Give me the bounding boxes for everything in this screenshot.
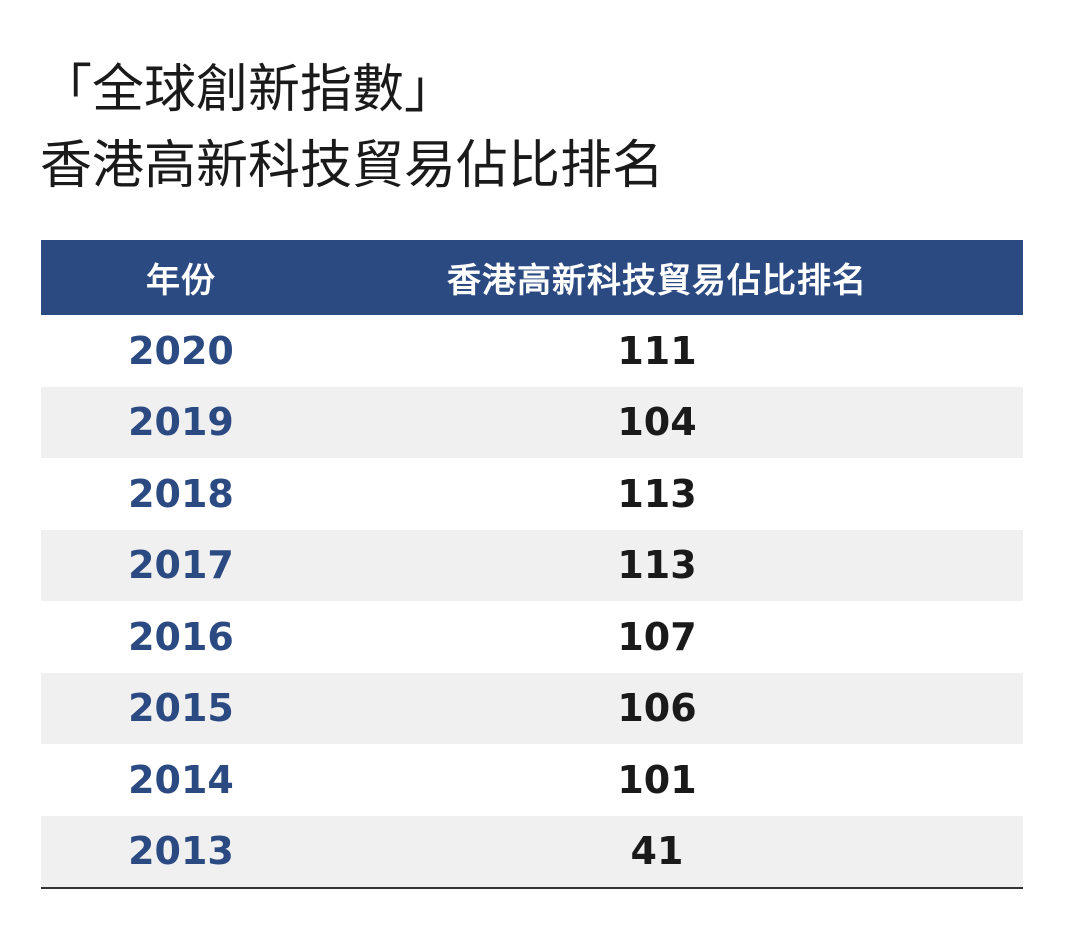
- rank-cell: 111: [617, 328, 697, 373]
- year-cell: 2020: [128, 328, 234, 373]
- column-header-year: 年份: [146, 261, 216, 301]
- table-row: 2015 106: [41, 672, 1023, 744]
- ranking-table: 年份 香港高新科技貿易佔比排名 2020 111 2019 104 2018 1…: [41, 240, 1023, 887]
- rank-cell: 41: [630, 829, 684, 874]
- rank-cell: 104: [617, 400, 697, 445]
- table-row: 2013 41: [41, 815, 1023, 887]
- rank-cell: 106: [617, 686, 697, 731]
- year-cell: 2017: [128, 543, 234, 588]
- table-body: 2020 111 2019 104 2018 113 2017 113 2016…: [41, 315, 1023, 887]
- table-row: 2019 104: [41, 386, 1023, 458]
- rank-cell: 113: [617, 471, 697, 516]
- rank-cell: 107: [617, 614, 697, 659]
- table-row: 2020 111: [41, 315, 1023, 387]
- title-line-2: 香港高新科技貿易佔比排名: [40, 136, 665, 196]
- year-cell: 2016: [128, 614, 234, 659]
- table-header: 年份 香港高新科技貿易佔比排名: [41, 240, 1023, 315]
- year-cell: 2018: [128, 471, 234, 516]
- rank-cell: 101: [617, 757, 697, 802]
- table-row: 2016 107: [41, 601, 1023, 673]
- rank-cell: 113: [617, 543, 697, 588]
- table-row: 2014 101: [41, 744, 1023, 816]
- year-cell: 2014: [128, 757, 234, 802]
- year-cell: 2015: [128, 686, 234, 731]
- table-row: 2017 113: [41, 529, 1023, 601]
- year-cell: 2013: [128, 829, 234, 874]
- page-title: 「全球創新指數」 香港高新科技貿易佔比排名: [40, 52, 664, 204]
- column-header-rank: 香港高新科技貿易佔比排名: [447, 261, 867, 301]
- ranking-table-container: 年份 香港高新科技貿易佔比排名 2020 111 2019 104 2018 1…: [41, 240, 1023, 889]
- table-bottom-rule: [41, 887, 1023, 889]
- table-header-row: 年份 香港高新科技貿易佔比排名: [41, 240, 1023, 315]
- year-cell: 2019: [128, 400, 234, 445]
- title-line-1: 「全球創新指數」: [40, 60, 457, 120]
- table-row: 2018 113: [41, 458, 1023, 530]
